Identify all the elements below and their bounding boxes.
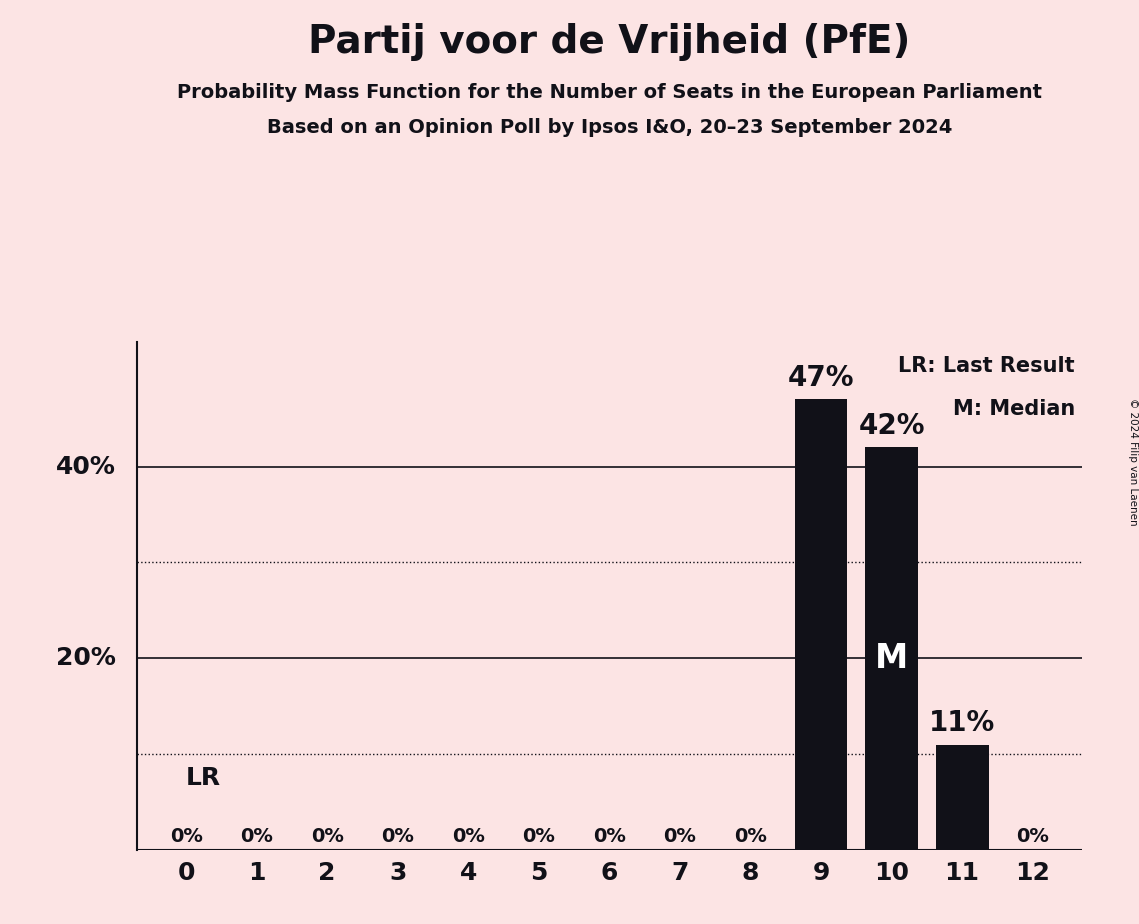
Text: 0%: 0% — [734, 827, 767, 846]
Text: 42%: 42% — [859, 412, 925, 440]
Text: © 2024 Filip van Laenen: © 2024 Filip van Laenen — [1129, 398, 1138, 526]
Bar — [866, 447, 918, 850]
Text: LR: LR — [186, 766, 221, 790]
Text: Partij voor de Vrijheid (PfE): Partij voor de Vrijheid (PfE) — [309, 23, 910, 61]
Text: 20%: 20% — [56, 646, 115, 670]
Text: Based on an Opinion Poll by Ipsos I&O, 20–23 September 2024: Based on an Opinion Poll by Ipsos I&O, 2… — [267, 118, 952, 138]
Text: 11%: 11% — [929, 709, 995, 737]
Text: LR: Last Result: LR: Last Result — [899, 357, 1075, 376]
Text: 47%: 47% — [788, 364, 854, 392]
Text: Probability Mass Function for the Number of Seats in the European Parliament: Probability Mass Function for the Number… — [177, 83, 1042, 103]
Text: 40%: 40% — [56, 455, 115, 479]
Bar — [935, 745, 989, 850]
Text: 0%: 0% — [664, 827, 696, 846]
Text: M: M — [875, 642, 908, 675]
Text: 0%: 0% — [240, 827, 273, 846]
Bar — [795, 399, 847, 850]
Text: 0%: 0% — [593, 827, 625, 846]
Text: 0%: 0% — [452, 827, 485, 846]
Text: 0%: 0% — [523, 827, 555, 846]
Text: 0%: 0% — [382, 827, 415, 846]
Text: 0%: 0% — [311, 827, 344, 846]
Text: 0%: 0% — [1016, 827, 1049, 846]
Text: M: Median: M: Median — [952, 399, 1075, 419]
Text: 0%: 0% — [170, 827, 203, 846]
